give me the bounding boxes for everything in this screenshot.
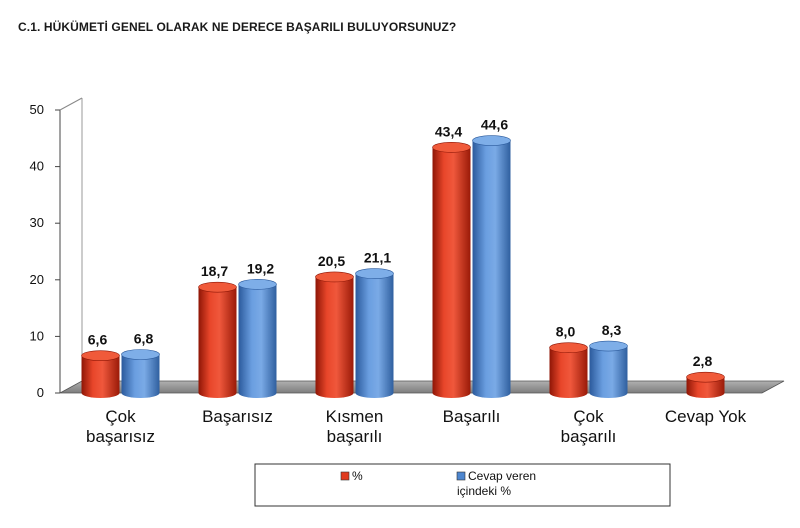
- chart-floor: [59, 380, 785, 394]
- legend-entry: Cevap veren içindeki %: [457, 469, 536, 498]
- y-axis-depth-line: [59, 97, 83, 111]
- bar: [121, 349, 160, 398]
- chart-title: C.1. HÜKÜMETİ GENEL OLARAK NE DERECE BAŞ…: [18, 20, 457, 34]
- data-label: 44,6: [481, 117, 508, 133]
- bar-top: [198, 281, 237, 293]
- y-tick-label: 40: [30, 159, 44, 174]
- bar-top: [315, 271, 354, 283]
- bar-body: [81, 355, 120, 398]
- bar-body: [589, 346, 628, 398]
- bar-top: [549, 342, 588, 354]
- x-category-label: Kısmen başarılı: [326, 407, 384, 446]
- data-label: 6,8: [134, 331, 154, 347]
- bar-body: [549, 347, 588, 398]
- bar: [81, 350, 120, 398]
- bar: [198, 281, 237, 398]
- data-label: 20,5: [318, 253, 345, 269]
- bar-body: [238, 284, 277, 398]
- bar: [549, 342, 588, 398]
- x-category-label: Çok başarısız: [86, 407, 155, 446]
- bar-body: [198, 287, 237, 398]
- y-tick-label: 10: [30, 328, 44, 343]
- data-label: 6,6: [88, 332, 108, 348]
- bar-top: [238, 279, 277, 290]
- data-label: 2,8: [693, 353, 713, 369]
- bar: [472, 135, 511, 398]
- bar-top: [355, 268, 394, 279]
- bar: [589, 340, 628, 398]
- data-label: 8,0: [556, 324, 576, 340]
- bar: [686, 371, 725, 398]
- x-category-label: Çok başarılı: [561, 407, 617, 446]
- data-label: 8,3: [602, 322, 622, 338]
- bar: [238, 279, 277, 398]
- data-label: 19,2: [247, 260, 274, 276]
- bar-body: [355, 273, 394, 398]
- bar: [315, 271, 354, 398]
- x-category-label: Başarılı: [443, 407, 501, 426]
- data-label: 18,7: [201, 263, 228, 279]
- bar-body: [472, 140, 511, 398]
- y-tick-label: 20: [30, 272, 44, 287]
- bar-body: [315, 276, 354, 398]
- bar-body: [121, 354, 160, 398]
- bar-body: [686, 377, 725, 398]
- bar-top: [472, 135, 511, 146]
- legend-entry: %: [352, 469, 363, 483]
- bar-body: [432, 147, 471, 398]
- legend-swatch: [340, 471, 350, 481]
- data-label: 21,1: [364, 250, 391, 266]
- data-label: 43,4: [435, 123, 462, 139]
- legend-box: [254, 463, 671, 507]
- x-category-label: Cevap Yok: [665, 407, 747, 426]
- bar-top: [121, 349, 160, 360]
- y-tick-label: 50: [30, 102, 44, 117]
- bar-top: [589, 340, 628, 352]
- bar-top: [686, 371, 725, 383]
- x-category-label: Başarısız: [202, 407, 273, 426]
- bar-top: [432, 142, 471, 153]
- bar: [355, 268, 394, 398]
- legend-swatch: [456, 471, 466, 481]
- y-tick-label: 0: [37, 385, 44, 400]
- bar-top: [81, 350, 120, 361]
- bar: [432, 142, 471, 398]
- y-tick-label: 30: [30, 215, 44, 230]
